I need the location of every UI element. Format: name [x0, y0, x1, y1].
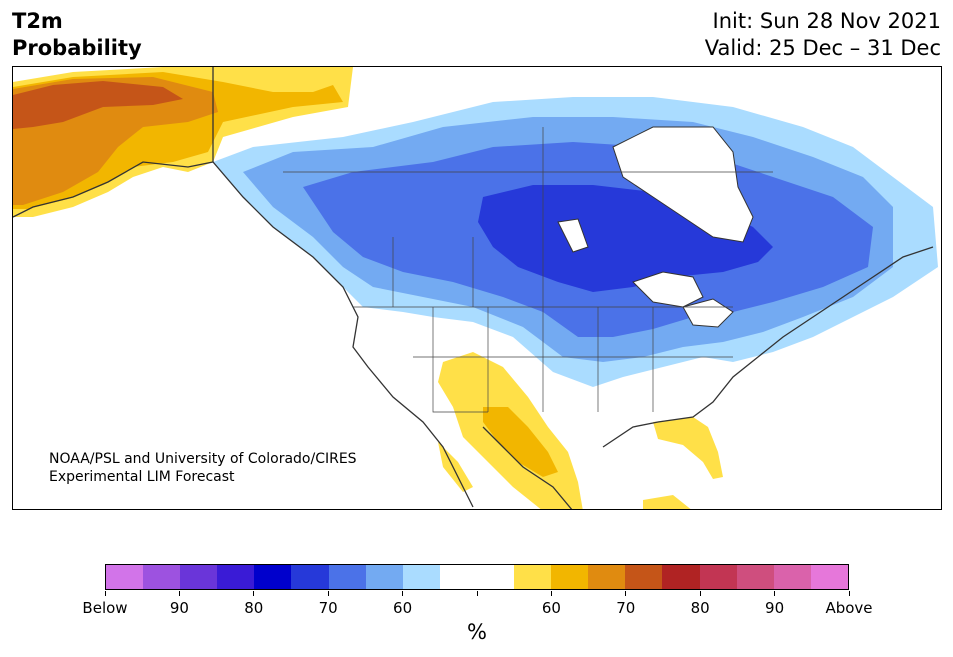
colorbar-tick-label: 80 — [690, 599, 710, 617]
title-variable: T2m — [12, 9, 63, 33]
colorbar-tick-label: 60 — [541, 599, 561, 617]
colorbar-tick — [699, 591, 701, 596]
valid-range: Valid: 25 Dec – 31 Dec — [704, 36, 941, 60]
colorbar-cell — [773, 565, 811, 589]
colorbar-cell — [625, 565, 663, 589]
water-bodies — [557, 126, 754, 328]
probability-map — [13, 67, 938, 509]
colorbar — [105, 564, 849, 590]
colorbar-ticks — [104, 591, 850, 597]
region-florida-warm — [643, 417, 723, 509]
colorbar-cell — [476, 565, 515, 589]
colorbar-tick — [402, 591, 404, 596]
colorbar-cell — [254, 565, 292, 589]
colorbar-tick — [476, 591, 478, 596]
colorbar-cell — [699, 565, 737, 589]
region-alaska-warm — [13, 67, 353, 217]
colorbar-tick — [253, 591, 255, 596]
colorbar-tick — [327, 591, 329, 596]
colorbar-tick — [848, 591, 850, 596]
region-mexico-warm — [438, 352, 583, 509]
colorbar-tick — [104, 591, 106, 596]
colorbar-cell — [143, 565, 181, 589]
colorbar-unit: % — [467, 620, 487, 644]
colorbar-cell — [551, 565, 589, 589]
colorbar-cell — [514, 565, 552, 589]
colorbar-cell — [810, 565, 848, 589]
forecast-dates: Init: Sun 28 Nov 2021 Valid: 25 Dec – 31… — [705, 8, 941, 62]
colorbar-tick-label: Below — [82, 599, 128, 617]
colorbar-cell — [588, 565, 626, 589]
colorbar-cell — [439, 565, 477, 589]
colorbar-cell — [736, 565, 774, 589]
colorbar-cell — [217, 565, 255, 589]
colorbar-tick-label: Above — [825, 599, 873, 617]
colorbar-tick-label: 70 — [616, 599, 636, 617]
colorbar-cell — [402, 565, 440, 589]
colorbar-cell — [291, 565, 329, 589]
credit-line1: NOAA/PSL and University of Colorado/CIRE… — [49, 451, 357, 467]
init-date: Init: Sun 28 Nov 2021 — [712, 9, 941, 33]
colorbar-tick — [774, 591, 776, 596]
colorbar-cell — [180, 565, 218, 589]
colorbar-tick-label: 90 — [169, 599, 189, 617]
credit-line2: Experimental LIM Forecast — [49, 469, 235, 485]
map-title: T2m Probability — [12, 8, 142, 62]
colorbar-cell — [365, 565, 403, 589]
colorbar-cell — [662, 565, 700, 589]
colorbar-tick-label: 60 — [393, 599, 413, 617]
colorbar-tick — [625, 591, 627, 596]
map-panel — [12, 66, 942, 510]
title-quantity: Probability — [12, 36, 142, 60]
colorbar-tick-label: 70 — [318, 599, 338, 617]
colorbar-tick-label: 90 — [765, 599, 785, 617]
credit-text: NOAA/PSL and University of Colorado/CIRE… — [49, 450, 357, 486]
colorbar-tick — [178, 591, 180, 596]
colorbar-tick-label: 80 — [244, 599, 264, 617]
state-borders — [283, 127, 773, 413]
colorbar-cell — [328, 565, 366, 589]
coastlines — [13, 67, 934, 509]
colorbar-tick — [550, 591, 552, 596]
colorbar-cell — [106, 565, 144, 589]
